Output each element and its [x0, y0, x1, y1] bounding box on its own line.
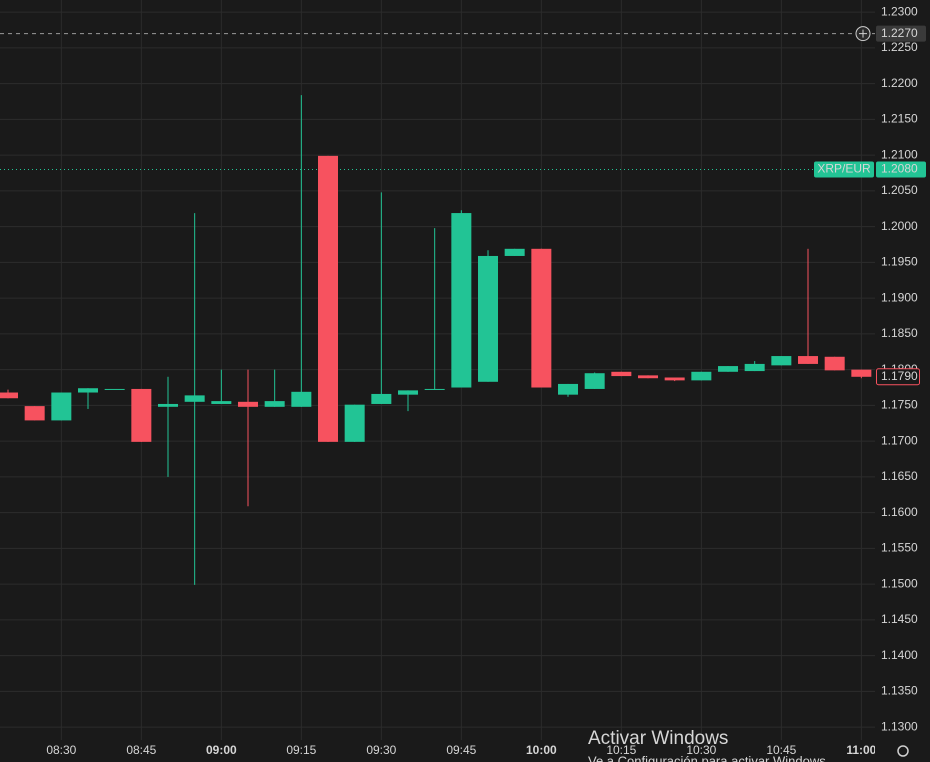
y-tick-label: 1.1700 — [881, 433, 918, 447]
candle-body — [78, 388, 99, 393]
x-tick-label: 09:30 — [366, 743, 396, 757]
y-tick-label: 1.2100 — [881, 147, 918, 161]
candle-body — [771, 356, 792, 366]
settings-icon[interactable] — [897, 745, 909, 757]
last-price-label: 1.1790 — [881, 369, 918, 383]
y-tick-label: 1.1600 — [881, 505, 918, 519]
candle-body — [718, 366, 739, 372]
candle-body — [104, 388, 125, 390]
x-tick-label: 09:00 — [206, 743, 237, 757]
y-tick-label: 1.1900 — [881, 290, 918, 304]
y-tick-label: 1.1850 — [881, 326, 918, 340]
candle-body — [291, 391, 312, 407]
candle-body — [478, 255, 499, 382]
crosshair-price-box — [876, 25, 926, 42]
candle-body — [664, 377, 685, 381]
candle-body — [851, 369, 872, 377]
candle-body — [611, 371, 632, 377]
y-tick-label: 1.1750 — [881, 398, 918, 412]
candle-body — [131, 388, 152, 442]
y-tick-label: 1.1500 — [881, 576, 918, 590]
x-tick-label: 08:45 — [126, 743, 156, 757]
candle-body — [824, 356, 845, 371]
x-tick-label: 08:30 — [46, 743, 76, 757]
y-tick-label: 1.1350 — [881, 684, 918, 698]
candle-body — [264, 401, 285, 407]
candle-body — [24, 406, 45, 421]
x-tick-label: 11:00 — [846, 743, 876, 757]
crosshair-price-label: 1.2270 — [881, 26, 918, 40]
candle-body — [184, 395, 205, 402]
y-tick-label: 1.1950 — [881, 255, 918, 269]
x-tick-label: 10:30 — [686, 743, 716, 757]
candle-body — [0, 392, 18, 399]
candle-body — [318, 155, 339, 442]
candle-body — [158, 403, 179, 407]
watermark-sub: Ve a Configuración para activar Windows. — [588, 753, 829, 762]
y-tick-label: 1.2200 — [881, 76, 918, 90]
candle-body — [504, 248, 525, 256]
candle-body — [51, 392, 72, 421]
candle-body — [584, 373, 605, 389]
candle-body — [531, 248, 552, 388]
x-tick-label: 09:45 — [446, 743, 476, 757]
x-tick-label: 09:15 — [286, 743, 316, 757]
add-icon-plus — [859, 29, 867, 38]
candle-body — [238, 401, 259, 407]
x-tick-label: 10:15 — [606, 743, 636, 757]
candle-body — [638, 375, 659, 379]
candle-body — [211, 401, 232, 404]
candle-body — [691, 371, 712, 381]
y-tick-label: 1.2150 — [881, 112, 918, 126]
candle-body — [424, 388, 445, 390]
y-tick-label: 1.2000 — [881, 219, 918, 233]
symbol-label: XRP/EUR — [817, 162, 871, 176]
reference-price-label: 1.2080 — [881, 162, 918, 176]
candle-body — [558, 383, 579, 395]
watermark: Activar Windows — [588, 728, 728, 749]
y-tick-label: 1.1400 — [881, 648, 918, 662]
y-tick-label: 1.1300 — [881, 719, 918, 733]
candle-body — [744, 363, 765, 372]
last-price-box — [876, 368, 920, 386]
candle-body — [371, 393, 392, 404]
candle-body — [451, 213, 472, 388]
x-tick-label: 10:45 — [766, 743, 796, 757]
symbol-box — [814, 161, 874, 178]
y-tick-label: 1.2250 — [881, 40, 918, 54]
y-tick-label: 1.1650 — [881, 469, 918, 483]
candle-body — [398, 390, 419, 395]
y-tick-label: 1.2300 — [881, 4, 918, 18]
y-tick-label: 1.1450 — [881, 612, 918, 626]
y-tick-label: 1.2050 — [881, 183, 918, 197]
y-tick-label: 1.1550 — [881, 541, 918, 555]
candle-body — [798, 356, 819, 364]
candle-body — [344, 404, 365, 442]
reference-price-box — [876, 161, 926, 178]
x-tick-label: 10:00 — [526, 743, 557, 757]
